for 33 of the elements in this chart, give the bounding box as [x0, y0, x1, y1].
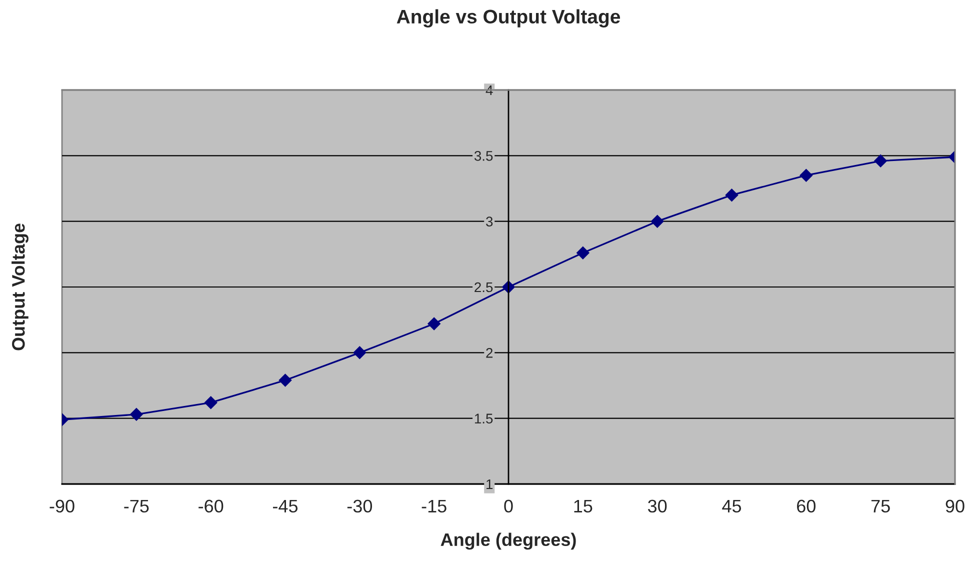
y-tick-label: 3.5 [474, 151, 493, 161]
point [725, 188, 738, 202]
point [204, 396, 218, 409]
x-tick-label: 45 [722, 500, 742, 513]
point [130, 408, 143, 421]
y-tick-label: 2 [486, 348, 493, 358]
point [278, 374, 292, 387]
x-tick-label: 15 [574, 500, 592, 513]
x-tick-label: -90 [50, 500, 74, 513]
x-axis-title: Angle (degrees) [440, 532, 576, 550]
chart-title: Angle vs Output Voltage [396, 9, 620, 28]
point [428, 317, 440, 330]
point [576, 246, 590, 260]
x-tick-label: 0 [504, 500, 513, 513]
x-tick-label: -75 [124, 500, 149, 513]
y-tick-label: 1 [486, 479, 493, 490]
point [353, 346, 366, 360]
x-tick-label: 90 [946, 500, 964, 513]
point [502, 280, 515, 294]
point [650, 214, 664, 228]
y-tick-label: 1.5 [474, 414, 493, 424]
x-tick-label: 75 [871, 500, 890, 513]
x-tick-label: 60 [797, 500, 816, 513]
x-tick-label: -45 [273, 500, 298, 513]
y-tick-label: 2.5 [474, 282, 493, 292]
y-axis-title: Output Voltage [12, 224, 28, 350]
y-tick-label: 3 [486, 216, 493, 227]
point [874, 154, 887, 168]
x-tick-label: -30 [347, 500, 372, 513]
x-tick-label: -15 [422, 500, 446, 513]
x-tick-label: 30 [648, 500, 667, 513]
x-tick-label: -60 [198, 500, 224, 513]
point [800, 168, 813, 182]
